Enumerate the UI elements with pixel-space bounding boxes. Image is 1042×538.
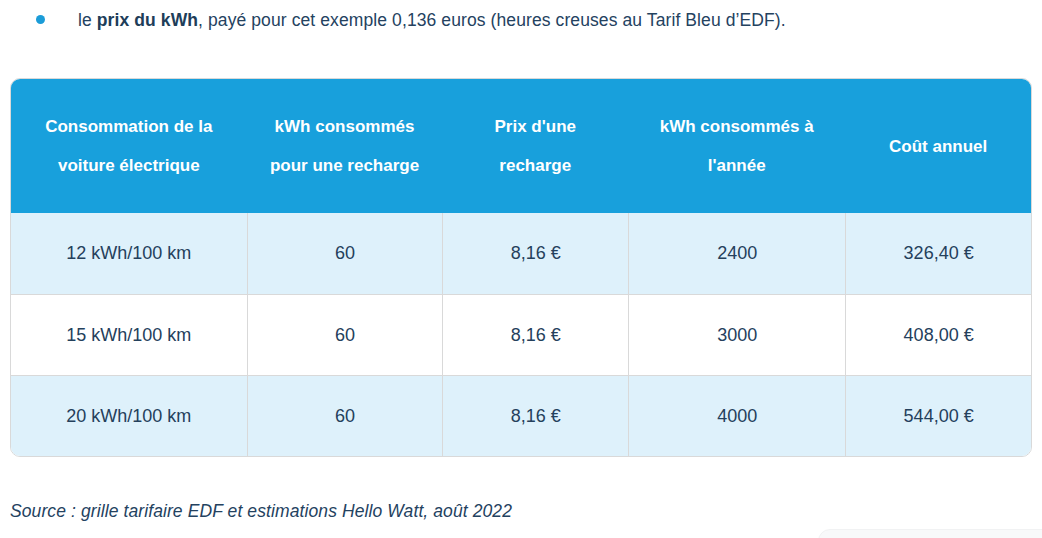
column-header-prix-recharge: Prix d'une recharge: [442, 79, 628, 213]
intro-text: le prix du kWh, payé pour cet exemple 0,…: [78, 7, 786, 33]
intro-text-bold: prix du kWh: [97, 10, 198, 30]
intro-text-prefix: le: [78, 10, 97, 30]
table-row: 12 kWh/100 km 60 8,16 € 2400 326,40 €: [11, 213, 1031, 294]
source-caption: Source : grille tarifaire EDF et estimat…: [10, 501, 512, 522]
table-cell: 3000: [628, 294, 845, 375]
pricing-table-card: Consommation de la voiture électrique kW…: [10, 78, 1032, 457]
column-header-kwh-annee: kWh consommés à l'année: [628, 79, 845, 213]
table-cell: 20 kWh/100 km: [11, 375, 247, 456]
table-header: Consommation de la voiture électrique kW…: [11, 79, 1031, 213]
table-cell: 12 kWh/100 km: [11, 213, 247, 294]
article-fragment: le prix du kWh, payé pour cet exemple 0,…: [0, 0, 1042, 538]
table-cell: 544,00 €: [845, 375, 1031, 456]
table-row: 20 kWh/100 km 60 8,16 € 4000 544,00 €: [11, 375, 1031, 456]
partial-card-edge: [818, 529, 1042, 538]
table-cell: 326,40 €: [845, 213, 1031, 294]
pricing-table: Consommation de la voiture électrique kW…: [10, 78, 1032, 457]
table-cell: 60: [247, 213, 443, 294]
column-header-consommation: Consommation de la voiture électrique: [11, 79, 247, 213]
table-cell: 8,16 €: [442, 375, 628, 456]
column-header-kwh-recharge: kWh consommés pour une recharge: [247, 79, 443, 213]
intro-text-suffix: , payé pour cet exemple 0,136 euros (heu…: [198, 10, 786, 30]
table-cell: 8,16 €: [442, 294, 628, 375]
column-header-cout-annuel: Coût annuel: [845, 79, 1031, 213]
table-row: 15 kWh/100 km 60 8,16 € 3000 408,00 €: [11, 294, 1031, 375]
table-cell: 15 kWh/100 km: [11, 294, 247, 375]
intro-bullet-item: le prix du kWh, payé pour cet exemple 0,…: [0, 0, 1042, 33]
bullet-icon: [36, 15, 45, 24]
table-cell: 60: [247, 294, 443, 375]
table-cell: 2400: [628, 213, 845, 294]
table-cell: 60: [247, 375, 443, 456]
table-body: 12 kWh/100 km 60 8,16 € 2400 326,40 € 15…: [11, 213, 1031, 456]
table-cell: 408,00 €: [845, 294, 1031, 375]
table-cell: 4000: [628, 375, 845, 456]
table-cell: 8,16 €: [442, 213, 628, 294]
